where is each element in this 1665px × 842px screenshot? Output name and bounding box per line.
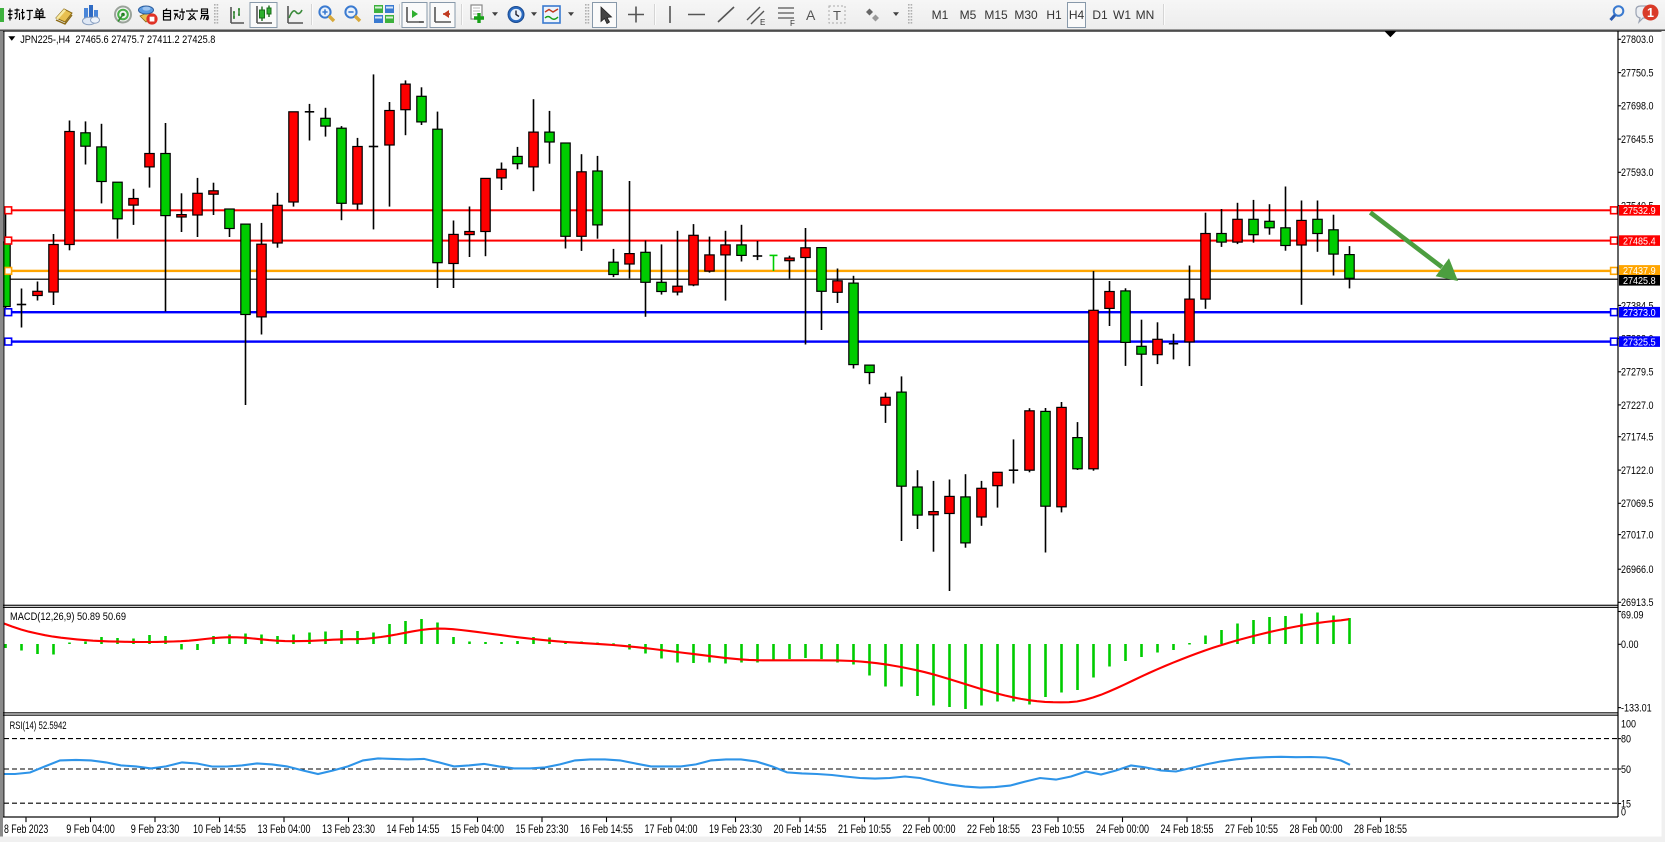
svg-text:27373.0: 27373.0 <box>1623 308 1656 319</box>
svg-text:M5: M5 <box>960 8 977 22</box>
svg-text:21 Feb 10:55: 21 Feb 10:55 <box>838 822 891 836</box>
svg-text:24 Feb 18:55: 24 Feb 18:55 <box>1161 822 1214 836</box>
svg-text:27279.5: 27279.5 <box>1621 367 1654 379</box>
svg-text:28 Feb 18:55: 28 Feb 18:55 <box>1354 822 1407 836</box>
svg-text:14 Feb 14:55: 14 Feb 14:55 <box>387 822 440 836</box>
svg-text:69.09: 69.09 <box>1621 609 1644 621</box>
svg-text:27532.9: 27532.9 <box>1623 206 1656 217</box>
svg-text:23 Feb 10:55: 23 Feb 10:55 <box>1032 822 1085 836</box>
svg-text:16 Feb 14:55: 16 Feb 14:55 <box>580 822 633 836</box>
svg-text:M30: M30 <box>1014 8 1038 22</box>
svg-text:19 Feb 23:30: 19 Feb 23:30 <box>709 822 762 836</box>
svg-text:27803.0: 27803.0 <box>1621 34 1654 46</box>
svg-text:13 Feb 04:00: 13 Feb 04:00 <box>258 822 311 836</box>
svg-text:27437.9: 27437.9 <box>1623 266 1656 277</box>
svg-text:27227.0: 27227.0 <box>1621 400 1654 412</box>
svg-text:100: 100 <box>1621 719 1636 731</box>
svg-text:10 Feb 14:55: 10 Feb 14:55 <box>193 822 246 836</box>
svg-text:RSI(14) 52.5942: RSI(14) 52.5942 <box>10 720 67 732</box>
svg-text:27485.4: 27485.4 <box>1623 236 1656 247</box>
svg-text:MACD(12,26,9) 50.89 50.69: MACD(12,26,9) 50.89 50.69 <box>10 611 126 623</box>
svg-text:15: 15 <box>1621 798 1631 810</box>
svg-text:0: 0 <box>1621 807 1626 819</box>
svg-text:8 Feb 2023: 8 Feb 2023 <box>4 822 49 836</box>
svg-text:27017.0: 27017.0 <box>1621 530 1654 542</box>
svg-text:27069.5: 27069.5 <box>1621 498 1654 510</box>
svg-text:13 Feb 23:30: 13 Feb 23:30 <box>322 822 375 836</box>
svg-text:E: E <box>760 18 765 27</box>
svg-text:9 Feb 04:00: 9 Feb 04:00 <box>66 822 115 836</box>
svg-text:27 Feb 10:55: 27 Feb 10:55 <box>1225 822 1278 836</box>
svg-text:22 Feb 18:55: 22 Feb 18:55 <box>967 822 1020 836</box>
svg-text:26913.5: 26913.5 <box>1621 597 1654 609</box>
svg-text:27698.0: 27698.0 <box>1621 101 1654 113</box>
svg-text:JPN225-,H4 27465.6 27475.7 27: JPN225-,H4 27465.6 27475.7 27411.2 27425… <box>20 34 215 46</box>
svg-text:0.00: 0.00 <box>1621 639 1639 651</box>
svg-text:H1: H1 <box>1046 8 1062 22</box>
svg-text:17 Feb 04:00: 17 Feb 04:00 <box>645 822 698 836</box>
svg-text:27593.0: 27593.0 <box>1621 167 1654 179</box>
svg-text:80: 80 <box>1621 734 1631 746</box>
svg-text:26966.0: 26966.0 <box>1621 564 1654 576</box>
svg-text:28 Feb 00:00: 28 Feb 00:00 <box>1290 822 1343 836</box>
svg-text:1: 1 <box>1647 6 1654 20</box>
svg-text:W1: W1 <box>1113 8 1131 22</box>
svg-text:27122.0: 27122.0 <box>1621 465 1654 477</box>
svg-text:50: 50 <box>1621 764 1631 776</box>
svg-text:15 Feb 23:30: 15 Feb 23:30 <box>516 822 569 836</box>
svg-text:27174.5: 27174.5 <box>1621 432 1654 444</box>
svg-text:MN: MN <box>1136 8 1155 22</box>
svg-text:M1: M1 <box>932 8 949 22</box>
svg-text:A: A <box>806 7 816 23</box>
svg-text:27325.5: 27325.5 <box>1623 337 1656 348</box>
svg-text:T: T <box>833 8 841 23</box>
svg-text:24 Feb 00:00: 24 Feb 00:00 <box>1096 822 1149 836</box>
svg-text:9 Feb 23:30: 9 Feb 23:30 <box>131 822 180 836</box>
svg-text:M15: M15 <box>984 8 1008 22</box>
svg-text:-133.01: -133.01 <box>1621 703 1652 715</box>
svg-text:27645.5: 27645.5 <box>1621 134 1654 146</box>
svg-text:D1: D1 <box>1092 8 1108 22</box>
svg-text:F: F <box>790 19 795 28</box>
svg-text:22 Feb 00:00: 22 Feb 00:00 <box>903 822 956 836</box>
svg-text:15 Feb 04:00: 15 Feb 04:00 <box>451 822 504 836</box>
svg-text:27750.5: 27750.5 <box>1621 68 1654 80</box>
svg-text:20 Feb 14:55: 20 Feb 14:55 <box>774 822 827 836</box>
svg-text:H4: H4 <box>1069 8 1085 22</box>
svg-text:27425.8: 27425.8 <box>1623 276 1656 287</box>
